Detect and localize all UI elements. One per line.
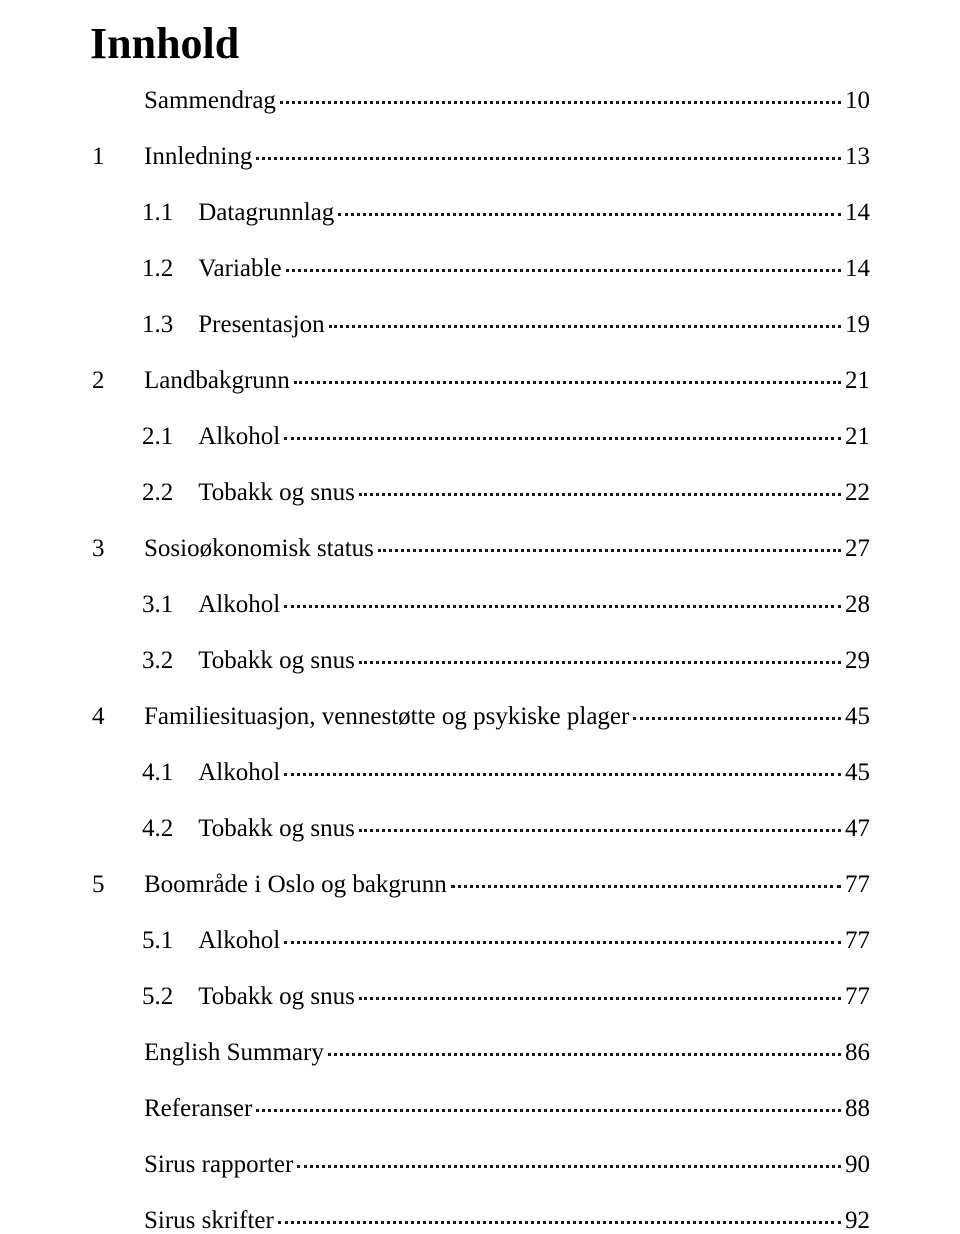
toc-entry: 1.2 Variable 14 [90, 251, 870, 281]
toc-entry: 1.3 Presentasjon 19 [90, 307, 870, 337]
toc-entry-label: Innledning [144, 144, 252, 169]
toc-entry-label: Sammendrag [144, 88, 276, 113]
toc-leader [329, 307, 841, 332]
toc-entry-page: 45 [845, 760, 870, 785]
toc-entry-number: 4 [92, 704, 144, 729]
toc-entry-label: 5.1 Alkohol [142, 928, 280, 953]
toc-entry-number: 5 [92, 872, 144, 897]
toc-entry-page: 13 [845, 144, 870, 169]
toc-leader [256, 1091, 841, 1116]
toc-entry: Referanser 88 [90, 1091, 870, 1121]
toc-entry: 5Boområde i Oslo og bakgrunn 77 [90, 867, 870, 897]
toc-entry-page: 92 [845, 1208, 870, 1233]
toc-entry: 2.1 Alkohol 21 [90, 419, 870, 449]
toc-leader [284, 587, 841, 612]
toc-entry-label: Landbakgrunn [144, 368, 290, 393]
toc-entry-page: 28 [845, 592, 870, 617]
toc-leader [286, 251, 841, 276]
toc-leader [359, 475, 841, 500]
toc-entry: 5.1 Alkohol 77 [90, 923, 870, 953]
toc-entry-page: 21 [845, 368, 870, 393]
toc-entry-label: 2.1 Alkohol [142, 424, 280, 449]
toc-entry-label: Sosioøkonomisk status [144, 536, 374, 561]
toc-entry-page: 14 [845, 256, 870, 281]
toc-leader [328, 1035, 841, 1060]
toc-leader [284, 755, 841, 780]
toc-leader [359, 811, 841, 836]
table-of-contents: Sammendrag 10 1Innledning 13 1.1 Datagrunnla… [90, 83, 870, 1233]
toc-entry-number: 2 [92, 368, 144, 393]
toc-entry: 3Sosioøkonomisk status 27 [90, 531, 870, 561]
toc-entry-label: Sirus rapporter [144, 1152, 293, 1177]
toc-entry: 3.1 Alkohol 28 [90, 587, 870, 617]
toc-leader [284, 923, 841, 948]
toc-entry: Sirus rapporter 90 [90, 1147, 870, 1177]
page-title: Innhold [90, 18, 870, 69]
toc-entry-page: 88 [845, 1096, 870, 1121]
toc-leader [378, 531, 841, 556]
toc-entry-page: 77 [845, 984, 870, 1009]
toc-entry-page: 19 [845, 312, 870, 337]
toc-entry-page: 90 [845, 1152, 870, 1177]
toc-leader [451, 867, 841, 892]
toc-entry: 1.1 Datagrunnlag 14 [90, 195, 870, 225]
toc-entry-label: Referanser [144, 1096, 252, 1121]
toc-entry-page: 10 [845, 88, 870, 113]
toc-entry: 4.1 Alkohol 45 [90, 755, 870, 785]
toc-entry-label: Familiesituasjon, vennestøtte og psykisk… [144, 704, 629, 729]
toc-entry: 1Innledning 13 [90, 139, 870, 169]
toc-leader [284, 419, 841, 444]
toc-entry-label: 3.1 Alkohol [142, 592, 280, 617]
toc-leader [278, 1203, 841, 1228]
toc-entry-label: 1.1 Datagrunnlag [142, 200, 334, 225]
toc-entry-label: 4.2 Tobakk og snus [142, 816, 355, 841]
toc-leader [338, 195, 841, 220]
toc-entry-page: 77 [845, 928, 870, 953]
toc-entry-number: 1 [92, 144, 144, 169]
toc-leader [297, 1147, 841, 1172]
toc-leader [256, 139, 841, 164]
toc-entry-page: 77 [845, 872, 870, 897]
toc-entry-label: Boområde i Oslo og bakgrunn [144, 872, 447, 897]
toc-entry: 4.2 Tobakk og snus 47 [90, 811, 870, 841]
toc-entry-page: 86 [845, 1040, 870, 1065]
toc-entry-number: 3 [92, 536, 144, 561]
toc-entry: 2.2 Tobakk og snus 22 [90, 475, 870, 505]
toc-entry: 2Landbakgrunn 21 [90, 363, 870, 393]
toc-entry-page: 14 [845, 200, 870, 225]
toc-leader [359, 643, 841, 668]
toc-entry: 4Familiesituasjon, vennestøtte og psykis… [90, 699, 870, 729]
toc-entry-label: English Summary [144, 1040, 324, 1065]
toc-entry: Sammendrag 10 [90, 83, 870, 113]
toc-entry-label: 1.2 Variable [142, 256, 282, 281]
toc-entry-page: 27 [845, 536, 870, 561]
toc-entry-label: Sirus skrifter [144, 1208, 274, 1233]
toc-entry-page: 45 [845, 704, 870, 729]
toc-leader [359, 979, 841, 1004]
toc-entry-label: 2.2 Tobakk og snus [142, 480, 355, 505]
toc-leader [294, 363, 841, 388]
toc-entry: 3.2 Tobakk og snus 29 [90, 643, 870, 673]
toc-entry-label: 3.2 Tobakk og snus [142, 648, 355, 673]
toc-entry: 5.2 Tobakk og snus 77 [90, 979, 870, 1009]
toc-entry-page: 22 [845, 480, 870, 505]
toc-entry-label: 1.3 Presentasjon [142, 312, 325, 337]
toc-leader [633, 699, 841, 724]
toc-entry-label: 4.1 Alkohol [142, 760, 280, 785]
toc-leader [280, 83, 841, 108]
page: Innhold Sammendrag 10 1Innledning 13 1.1 Dat… [0, 0, 960, 1233]
toc-entry-label: 5.2 Tobakk og snus [142, 984, 355, 1009]
toc-entry: Sirus skrifter 92 [90, 1203, 870, 1233]
toc-entry-page: 47 [845, 816, 870, 841]
toc-entry: English Summary 86 [90, 1035, 870, 1065]
toc-entry-page: 29 [845, 648, 870, 673]
toc-entry-page: 21 [845, 424, 870, 449]
